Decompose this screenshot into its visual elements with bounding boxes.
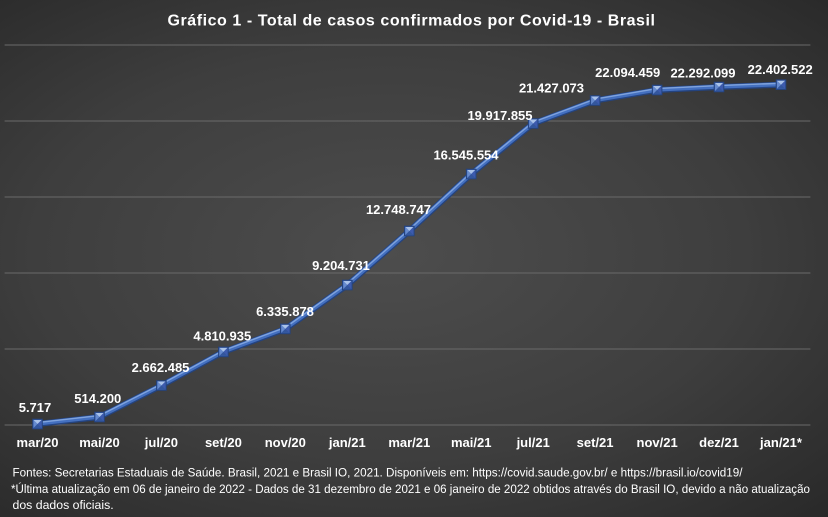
svg-text:Gráfico 1 - Total de casos con: Gráfico 1 - Total de casos confirmados p… — [168, 13, 656, 30]
svg-text:jul/20: jul/20 — [144, 435, 178, 450]
svg-text:set/21: set/21 — [577, 435, 614, 450]
svg-text:2.662.485: 2.662.485 — [132, 360, 190, 375]
svg-text:dez/21: dez/21 — [699, 435, 739, 450]
svg-text:mai/21: mai/21 — [451, 435, 491, 450]
svg-text:jul/21: jul/21 — [516, 435, 550, 450]
svg-text:nov/21: nov/21 — [637, 435, 678, 450]
svg-text:9.204.731: 9.204.731 — [312, 258, 370, 273]
svg-text:21.427.073: 21.427.073 — [519, 81, 584, 96]
svg-text:19.917.855: 19.917.855 — [467, 108, 532, 123]
svg-text:4.810.935: 4.810.935 — [193, 329, 251, 344]
svg-text:dos dados oficiais.: dos dados oficiais. — [13, 498, 114, 512]
svg-text:6.335.878: 6.335.878 — [256, 304, 314, 319]
svg-text:12.748.747: 12.748.747 — [366, 202, 431, 217]
svg-text:5.717: 5.717 — [19, 400, 52, 415]
svg-text:mar/21: mar/21 — [388, 435, 430, 450]
svg-text:set/20: set/20 — [205, 435, 242, 450]
svg-text:22.094.459: 22.094.459 — [595, 65, 660, 80]
svg-text:jan/21: jan/21 — [328, 435, 366, 450]
svg-text:22.292.099: 22.292.099 — [670, 66, 735, 81]
svg-text:nov/20: nov/20 — [265, 435, 306, 450]
svg-text:16.545.554: 16.545.554 — [433, 148, 499, 163]
svg-text:jan/21*: jan/21* — [759, 435, 803, 450]
svg-text:Fontes: Secretarias Estaduais: Fontes: Secretarias Estaduais de Saúde. … — [13, 466, 744, 480]
svg-text:mar/20: mar/20 — [17, 435, 59, 450]
svg-text:22.402.522: 22.402.522 — [748, 62, 813, 77]
svg-text:mai/20: mai/20 — [79, 435, 119, 450]
svg-text:514.200: 514.200 — [74, 391, 121, 406]
svg-text:*Última atualização em 06 de j: *Última atualização em 06 de janeiro de … — [11, 481, 810, 496]
